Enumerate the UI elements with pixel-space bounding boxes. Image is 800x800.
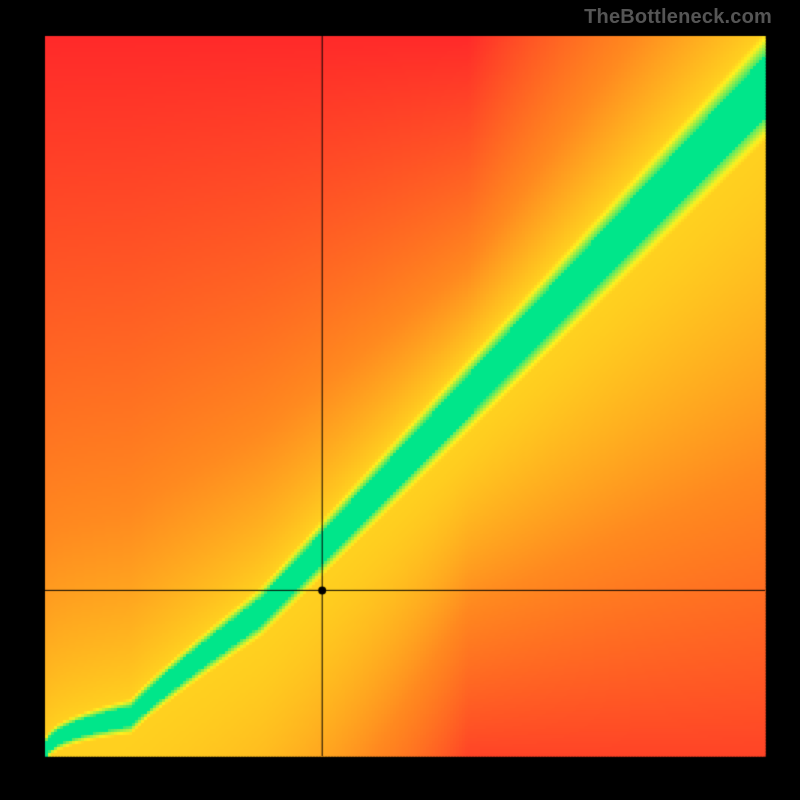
heatmap-canvas [0,0,800,800]
chart-container: TheBottleneck.com [0,0,800,800]
watermark-text: TheBottleneck.com [584,6,772,29]
